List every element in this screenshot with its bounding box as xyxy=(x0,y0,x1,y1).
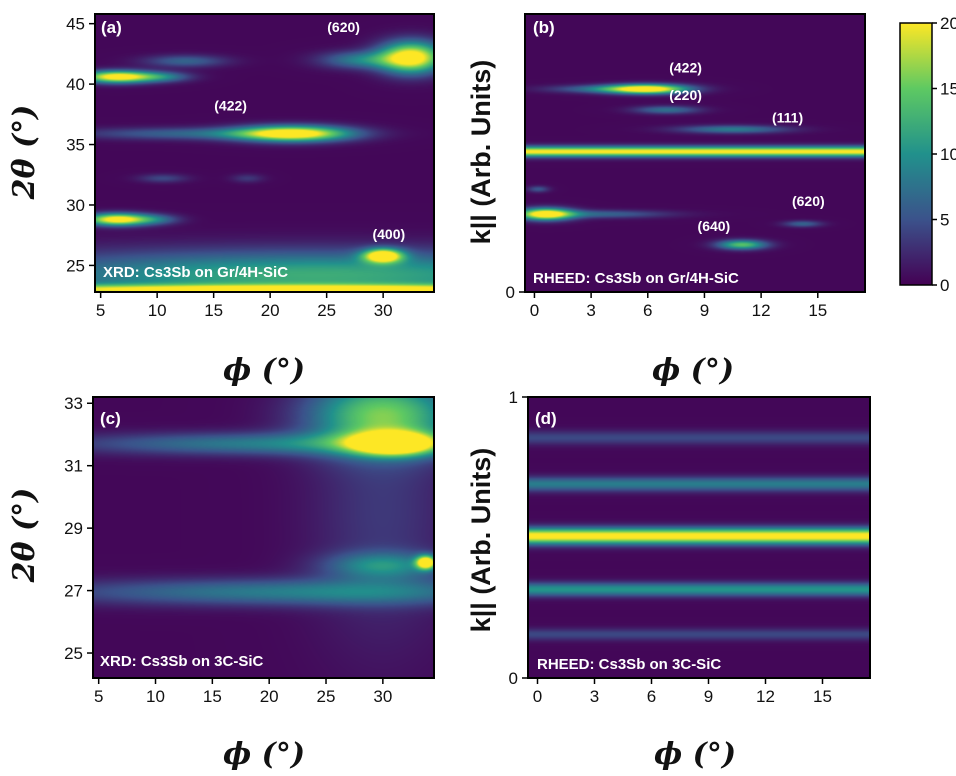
x-tick-label: 5 xyxy=(94,687,103,706)
panel-label-c: (c) xyxy=(100,409,121,428)
y-tick-label: 25 xyxy=(64,644,83,663)
x-tick-label: 3 xyxy=(586,301,595,320)
x-tick-label: 12 xyxy=(756,687,775,706)
panel-label-a: (a) xyxy=(101,18,122,37)
y-axis-label-d: k|| (Arb. Units) xyxy=(466,448,496,633)
panel-label-b: (b) xyxy=(533,18,555,37)
panel-label-d: (d) xyxy=(535,409,557,428)
x-tick-label: 20 xyxy=(260,687,279,706)
axes-frame-c xyxy=(92,396,435,679)
y-tick-label: 25 xyxy=(66,256,85,275)
colorbar-tick-label: 15 xyxy=(940,80,956,99)
y-tick-label: 45 xyxy=(66,15,85,34)
colorbar-tick-label: 20 xyxy=(940,14,956,33)
peak-annotation: (422) xyxy=(669,59,702,75)
x-tick-label: 10 xyxy=(148,301,167,320)
peak-annotation: (422) xyxy=(214,98,247,114)
peak-annotation: (400) xyxy=(372,226,405,242)
peak-annotation: (220) xyxy=(669,87,702,103)
panel-c: 5 10 15 20 25 30 25 27 29 31 33 (c) XRD: Cs3Sb on … xyxy=(7,394,435,772)
caption-a: XRD: Cs3Sb on Gr/4H-SiC xyxy=(103,264,288,281)
axes-frame-a xyxy=(94,13,435,293)
y-tick-label: 29 xyxy=(64,519,83,538)
x-tick-label: 6 xyxy=(647,687,656,706)
x-tick-label: 0 xyxy=(533,687,542,706)
y-axis-label-a: 2θ (°) xyxy=(7,105,42,201)
x-tick-label: 15 xyxy=(203,687,222,706)
peak-annotation: (111) xyxy=(772,109,803,125)
x-axis-label-d: ϕ (°) xyxy=(654,737,736,772)
panel-d: 0 3 6 9 12 15 0 1 (d) RHEED: Cs3Sb on 3C-SiC ϕ … xyxy=(466,388,871,772)
x-axis-label-a: ϕ (°) xyxy=(223,353,305,388)
y-tick-label: 31 xyxy=(64,457,83,476)
heatmap-a xyxy=(95,14,434,292)
x-tick-label: 10 xyxy=(146,687,165,706)
x-tick-label: 3 xyxy=(590,687,599,706)
colorbar-tick-label: 0 xyxy=(940,276,949,295)
x-tick-label: 25 xyxy=(317,687,336,706)
x-tick-label: 15 xyxy=(204,301,223,320)
x-tick-label: 30 xyxy=(374,301,393,320)
peak-annotation: (640) xyxy=(698,218,731,234)
y-tick-label: 40 xyxy=(66,75,85,94)
y-tick-label: 27 xyxy=(64,582,83,601)
x-axis-label-b: ϕ (°) xyxy=(652,353,734,388)
x-tick-label: 9 xyxy=(700,301,709,320)
y-axis-label-b: k|| (Arb. Units) xyxy=(466,60,496,245)
x-tick-label: 15 xyxy=(808,301,827,320)
x-tick-label: 30 xyxy=(373,687,392,706)
x-tick-label: 0 xyxy=(530,301,539,320)
caption-c: XRD: Cs3Sb on 3C-SiC xyxy=(100,653,264,670)
x-tick-label: 12 xyxy=(752,301,771,320)
y-tick-label: 35 xyxy=(66,136,85,155)
colorbar-tick-label: 5 xyxy=(940,211,949,230)
colorbar: 0 5 10 15 20 xyxy=(899,14,956,295)
heatmap-c xyxy=(93,397,434,678)
caption-b: RHEED: Cs3Sb on Gr/4H-SiC xyxy=(533,270,739,287)
panel-b: 0 3 6 9 12 150 (b) RHEED: Cs3Sb on Gr/4H-SiC … xyxy=(466,13,866,388)
y-tick-label: 30 xyxy=(66,196,85,215)
x-tick-label: 9 xyxy=(704,687,713,706)
colorbar-tick-label: 10 xyxy=(940,145,956,164)
x-tick-label: 15 xyxy=(813,687,832,706)
heatmap-d xyxy=(528,397,870,678)
heatmap-b xyxy=(525,14,865,292)
peak-annotation: (620) xyxy=(792,193,825,209)
panel-a: 5 10 15 20 25 30 25 30 35 40 45 (a) XRD: Cs3Sb on … xyxy=(7,13,435,388)
x-tick-label: 6 xyxy=(643,301,652,320)
x-tick-label: 5 xyxy=(96,301,105,320)
caption-d: RHEED: Cs3Sb on 3C-SiC xyxy=(537,656,721,673)
peak-annotation: (620) xyxy=(327,19,360,35)
y-tick-label: 1 xyxy=(509,388,518,407)
y-tick-label: 33 xyxy=(64,394,83,413)
axes-frame-b xyxy=(524,13,866,293)
y-axis-label-c: 2θ (°) xyxy=(7,488,42,584)
x-tick-label: 20 xyxy=(261,301,280,320)
x-tick-label: 25 xyxy=(317,301,336,320)
axes-frame-d xyxy=(527,396,871,679)
colorbar-bar xyxy=(899,22,933,286)
x-axis-label-c: ϕ (°) xyxy=(223,737,305,772)
y-tick-label: 0 xyxy=(509,669,518,688)
y-tick-label: 0 xyxy=(506,283,515,302)
